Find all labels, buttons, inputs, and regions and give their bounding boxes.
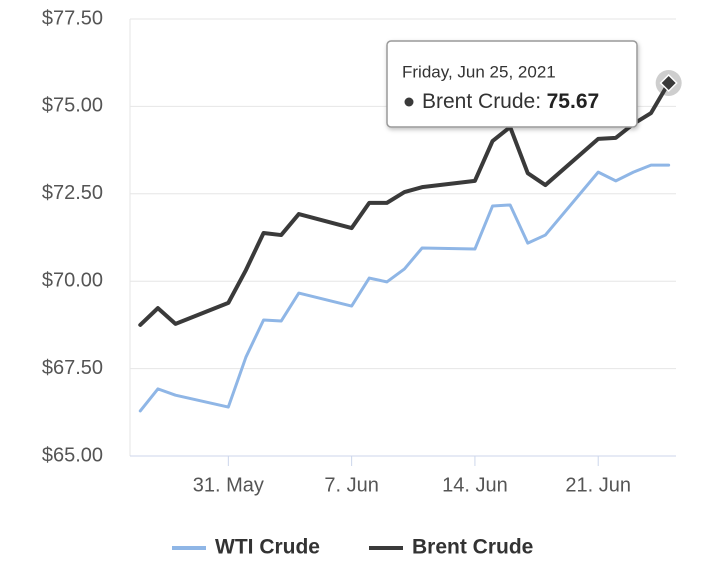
x-tick-label: 14. Jun [442, 474, 508, 496]
legend[interactable]: WTI Crude Brent Crude [172, 536, 533, 559]
legend-label: Brent Crude [412, 536, 533, 559]
tooltip-value: 75.67 [547, 90, 600, 113]
tooltip-bullet [404, 97, 414, 107]
y-tick-label: $77.50 [42, 7, 103, 29]
tooltip-label: Brent Crude: [422, 90, 541, 113]
x-tick-label: 21. Jun [565, 474, 631, 496]
tooltip: Friday, Jun 25, 2021 Brent Crude: 75.67 [386, 40, 638, 128]
legend-item[interactable]: Brent Crude [369, 536, 533, 559]
x-tick-label: 31. May [193, 474, 264, 496]
tooltip-line: Brent Crude: 75.67 [422, 90, 599, 113]
y-tick-label: $67.50 [42, 357, 103, 379]
legend-label: WTI Crude [215, 536, 320, 559]
x-tick-label: 7. Jun [324, 474, 378, 496]
y-tick-label: $72.50 [42, 182, 103, 204]
legend-item[interactable]: WTI Crude [172, 536, 320, 559]
y-tick-label: $75.00 [42, 95, 103, 117]
hover-marker [659, 73, 678, 93]
tooltip-date: Friday, Jun 25, 2021 [402, 62, 556, 81]
series-line [138, 80, 671, 327]
y-tick-label: $70.00 [42, 269, 103, 291]
series-line [138, 163, 671, 413]
tooltip-box [386, 40, 638, 128]
plot [138, 69, 682, 413]
y-tick-label: $65.00 [42, 444, 103, 466]
